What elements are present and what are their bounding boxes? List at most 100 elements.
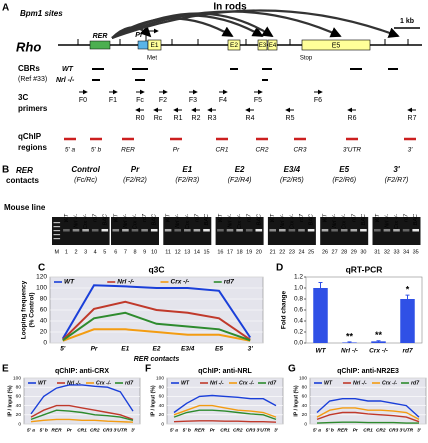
qchip-region-label: 3' [408, 147, 414, 154]
lane-label: rd7 [299, 213, 305, 222]
y-axis-label: Fold change [281, 290, 288, 329]
lane-number: 3 [84, 249, 87, 255]
lane-number: 13 [184, 249, 190, 255]
exon [147, 39, 162, 51]
lane-number: 22 [279, 249, 285, 255]
ladder-band [53, 238, 61, 240]
y-tick-label: 0 [304, 421, 307, 427]
error-bar [405, 294, 410, 303]
legend-label: Nrl -/- [117, 279, 134, 286]
contact-name: E3/4 [284, 165, 301, 174]
series-line [62, 328, 251, 342]
contact-primers: (F2/R3) [175, 177, 199, 184]
qchip-region-label: CR1 [215, 147, 228, 154]
gel-band [72, 229, 80, 232]
lane-label: BAC [413, 214, 419, 225]
lane-label: rd7 [93, 213, 99, 222]
legend-label: rd7 [411, 380, 420, 386]
error-bar [318, 282, 323, 294]
qchip-region-label: 5' a [65, 147, 76, 154]
x-tick-label: 3'UTR [113, 427, 127, 433]
feature-label: E5 [332, 42, 341, 49]
primers-label: primers [18, 104, 48, 113]
x-tick-label: E5 [215, 346, 223, 353]
plot-area [23, 377, 141, 425]
lane-number: 1 [65, 249, 68, 255]
feature-label: E3 [259, 43, 267, 49]
x-tick-label: Pr [67, 427, 73, 433]
y-tick-label: 100 [156, 375, 164, 381]
primer-label: R7 [408, 115, 417, 122]
gel-band [298, 229, 305, 232]
lane-label: BAC [152, 214, 158, 225]
lane-label: rd7 [351, 213, 357, 222]
contact-name: Pr [131, 165, 140, 174]
chart-title: q3C [148, 264, 164, 274]
legend-label: Crx -/- [382, 380, 397, 386]
y-tick-label: 100 [13, 375, 21, 381]
error-bar [347, 341, 352, 343]
lane-number: 23 [289, 249, 295, 255]
lane-number: 14 [194, 249, 200, 255]
y-tick-label: 20 [302, 412, 308, 418]
lane-label: Crx -/- [342, 214, 348, 229]
y-axis-label: IP / Input (%) [293, 385, 299, 417]
legend-label: WT [38, 380, 47, 386]
y-tick-label: 0.0 [294, 340, 303, 347]
lane-number: 20 [256, 249, 262, 255]
bar [313, 288, 328, 343]
lane-number: 15 [203, 249, 209, 255]
contact-name: E2 [235, 165, 245, 174]
gel-label: RER [16, 166, 33, 175]
gel-band [150, 229, 158, 232]
legend-label: WT [64, 279, 75, 286]
y-tick-label: 60 [16, 394, 22, 400]
y-tick-label: 0 [43, 340, 47, 347]
x-tick-label: 3'UTR [256, 427, 270, 433]
lane-label: BAC [204, 214, 210, 225]
lane-number: 28 [341, 249, 347, 255]
series-line [62, 300, 251, 341]
qchip-region-label: Pr [173, 147, 180, 154]
lane-label: Crx -/- [132, 214, 138, 229]
gel-band [307, 229, 315, 232]
y-tick-label: 100 [36, 285, 47, 292]
qchip-region-label: CR3 [293, 147, 306, 154]
gel-band [164, 229, 172, 232]
bar [371, 341, 386, 343]
primer-label: R1 [174, 115, 183, 122]
series-line [30, 409, 134, 421]
y-tick-label: 20 [40, 329, 48, 336]
gel-band [360, 229, 367, 232]
primer-label: R5 [286, 115, 295, 122]
primer-label: F6 [314, 97, 322, 104]
x-tick-label: CR3 [246, 427, 256, 433]
lane-label: Nrl -/- [227, 214, 233, 228]
promoter-box [137, 40, 149, 50]
diagram-title: In rods [213, 2, 247, 13]
lane-number: 35 [413, 249, 419, 255]
y-tick-label: 40 [40, 318, 48, 325]
contact-primers: (F2/R2) [123, 177, 147, 184]
bar [400, 299, 415, 343]
y-tick-label: 120 [36, 274, 47, 281]
series-line [316, 407, 420, 421]
y-tick-label: 20 [159, 412, 165, 418]
y-tick-label: 1.2 [294, 274, 303, 281]
lane-number: M [55, 249, 60, 255]
lane-number: 10 [151, 249, 157, 255]
lane-number: 19 [246, 249, 252, 255]
x-tick-label: 5' a [313, 427, 321, 433]
gel-band [226, 229, 234, 232]
feature-label: E1 [151, 42, 159, 49]
x-axis-label: RER contacts [134, 356, 180, 363]
lane-number: 16 [217, 249, 223, 255]
primer-label: F5 [254, 97, 262, 104]
primer-label: R0 [136, 115, 145, 122]
gel-band [112, 229, 120, 232]
y-tick-label: 0.6 [294, 307, 303, 314]
ladder-band [53, 230, 61, 232]
primer-label: F4 [219, 97, 227, 104]
gel-band [91, 229, 99, 232]
